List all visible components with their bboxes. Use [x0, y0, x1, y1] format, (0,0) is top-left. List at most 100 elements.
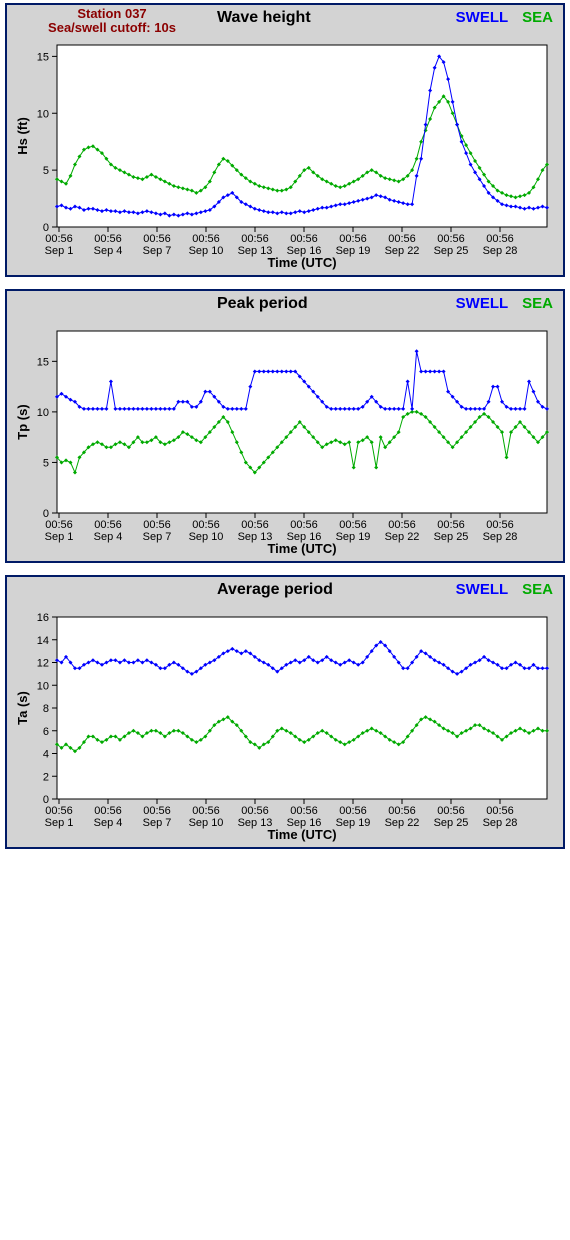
svg-text:00:56: 00:56	[94, 519, 122, 531]
svg-text:00:56: 00:56	[290, 805, 318, 817]
svg-text:Sep 10: Sep 10	[189, 531, 224, 543]
svg-text:Sep 10: Sep 10	[189, 817, 224, 829]
svg-text:5: 5	[43, 165, 49, 177]
svg-text:16: 16	[37, 613, 49, 624]
svg-text:Sep 25: Sep 25	[434, 817, 469, 829]
svg-text:00:56: 00:56	[241, 519, 269, 531]
svg-text:00:56: 00:56	[45, 519, 73, 531]
svg-text:Tp (s): Tp (s)	[15, 404, 30, 439]
svg-text:Sep 22: Sep 22	[385, 817, 420, 829]
svg-text:15: 15	[37, 51, 49, 63]
svg-text:Time (UTC): Time (UTC)	[267, 541, 336, 556]
svg-text:Sep 4: Sep 4	[94, 531, 123, 543]
svg-text:Sep 4: Sep 4	[94, 245, 123, 257]
svg-text:00:56: 00:56	[486, 519, 514, 531]
panel-title: Wave height	[207, 7, 456, 27]
legend-swell: SWELL	[456, 9, 509, 26]
svg-text:10: 10	[37, 680, 49, 692]
svg-text:Sep 19: Sep 19	[336, 531, 371, 543]
chart-panel-hs: Station 037Sea/swell cutoff: 10sWave hei…	[5, 3, 565, 277]
panel-header: Station 037Sea/swell cutoff: 10sWave hei…	[7, 5, 563, 41]
svg-text:Sep 1: Sep 1	[45, 817, 74, 829]
svg-text:Sep 28: Sep 28	[483, 245, 518, 257]
svg-text:00:56: 00:56	[339, 233, 367, 245]
svg-text:Sep 25: Sep 25	[434, 245, 469, 257]
svg-text:00:56: 00:56	[290, 233, 318, 245]
plot-svg: 05101500:56Sep 100:56Sep 400:56Sep 700:5…	[15, 327, 555, 557]
svg-text:00:56: 00:56	[45, 233, 73, 245]
svg-text:Sep 19: Sep 19	[336, 245, 371, 257]
svg-text:10: 10	[37, 108, 49, 120]
svg-text:Sep 28: Sep 28	[483, 531, 518, 543]
legend: SWELL SEA	[456, 579, 553, 598]
svg-text:Hs (ft): Hs (ft)	[15, 117, 30, 155]
svg-text:00:56: 00:56	[143, 805, 171, 817]
station-block: Station 037Sea/swell cutoff: 10s	[17, 7, 207, 36]
panel-header: Peak periodSWELL SEA	[7, 291, 563, 327]
svg-text:00:56: 00:56	[241, 805, 269, 817]
legend-sea: SEA	[522, 295, 553, 312]
svg-text:Sep 7: Sep 7	[143, 245, 172, 257]
svg-text:Sep 7: Sep 7	[143, 817, 172, 829]
svg-text:Sep 22: Sep 22	[385, 531, 420, 543]
plot-svg: 05101500:56Sep 100:56Sep 400:56Sep 700:5…	[15, 41, 555, 271]
svg-text:Sep 10: Sep 10	[189, 245, 224, 257]
svg-text:00:56: 00:56	[437, 519, 465, 531]
svg-text:00:56: 00:56	[94, 233, 122, 245]
svg-text:Sep 22: Sep 22	[385, 245, 420, 257]
svg-text:10: 10	[37, 407, 49, 419]
svg-text:00:56: 00:56	[241, 233, 269, 245]
svg-text:4: 4	[43, 749, 49, 761]
svg-text:00:56: 00:56	[388, 233, 416, 245]
svg-text:6: 6	[43, 726, 49, 738]
svg-text:00:56: 00:56	[94, 805, 122, 817]
svg-text:00:56: 00:56	[192, 519, 220, 531]
plot-wrap: 05101500:56Sep 100:56Sep 400:56Sep 700:5…	[15, 41, 555, 271]
svg-text:Sep 25: Sep 25	[434, 531, 469, 543]
legend: SWELL SEA	[456, 293, 553, 312]
svg-text:00:56: 00:56	[192, 233, 220, 245]
svg-text:00:56: 00:56	[486, 805, 514, 817]
svg-text:Sep 28: Sep 28	[483, 817, 518, 829]
plot-wrap: 024681012141600:56Sep 100:56Sep 400:56Se…	[15, 613, 555, 843]
svg-text:Sep 4: Sep 4	[94, 817, 123, 829]
panel-title: Average period	[207, 579, 456, 599]
svg-text:Time (UTC): Time (UTC)	[267, 827, 336, 842]
svg-text:00:56: 00:56	[437, 233, 465, 245]
legend: SWELL SEA	[456, 7, 553, 26]
svg-text:Sep 1: Sep 1	[45, 531, 74, 543]
svg-text:12: 12	[37, 658, 49, 670]
svg-text:Sep 7: Sep 7	[143, 531, 172, 543]
panel-title: Peak period	[207, 293, 456, 313]
legend-sea: SEA	[522, 581, 553, 598]
svg-text:00:56: 00:56	[339, 519, 367, 531]
legend-swell: SWELL	[456, 581, 509, 598]
svg-text:14: 14	[37, 635, 49, 647]
svg-text:Sep 1: Sep 1	[45, 245, 74, 257]
svg-text:00:56: 00:56	[388, 805, 416, 817]
svg-text:00:56: 00:56	[45, 805, 73, 817]
svg-text:00:56: 00:56	[437, 805, 465, 817]
svg-text:8: 8	[43, 703, 49, 715]
svg-text:00:56: 00:56	[339, 805, 367, 817]
legend-sea: SEA	[522, 9, 553, 26]
svg-text:Time (UTC): Time (UTC)	[267, 255, 336, 270]
svg-text:00:56: 00:56	[388, 519, 416, 531]
svg-text:00:56: 00:56	[192, 805, 220, 817]
svg-text:2: 2	[43, 771, 49, 783]
svg-text:00:56: 00:56	[143, 233, 171, 245]
svg-text:00:56: 00:56	[290, 519, 318, 531]
svg-text:00:56: 00:56	[486, 233, 514, 245]
svg-text:5: 5	[43, 457, 49, 469]
chart-panel-tp: Peak periodSWELLSEA05101500:56Sep 100:56…	[5, 289, 565, 563]
svg-text:Sep 19: Sep 19	[336, 817, 371, 829]
svg-text:15: 15	[37, 356, 49, 368]
station-id: Station 037	[17, 7, 207, 21]
panel-header: Average periodSWELL SEA	[7, 577, 563, 613]
svg-text:00:56: 00:56	[143, 519, 171, 531]
station-cutoff: Sea/swell cutoff: 10s	[17, 21, 207, 35]
chart-panel-ta: Average periodSWELLSEA024681012141600:56…	[5, 575, 565, 849]
plot-wrap: 05101500:56Sep 100:56Sep 400:56Sep 700:5…	[15, 327, 555, 557]
legend-swell: SWELL	[456, 295, 509, 312]
svg-text:Ta (s): Ta (s)	[15, 691, 30, 725]
